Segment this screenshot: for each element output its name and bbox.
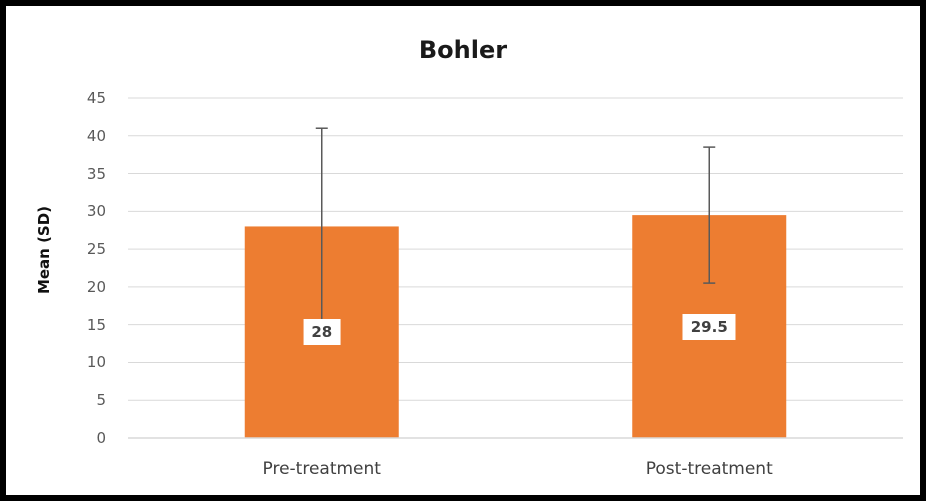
y-tick-label: 5 <box>96 391 106 410</box>
chart-title: Bohler <box>418 36 508 64</box>
y-tick-label: 15 <box>86 315 106 334</box>
y-tick-label: 10 <box>86 353 106 372</box>
y-tick-label: 40 <box>86 126 106 145</box>
y-tick-label: 35 <box>86 164 106 183</box>
y-tick-label: 0 <box>96 429 106 447</box>
y-tick-label: 30 <box>86 202 106 221</box>
y-tick-label: 25 <box>86 240 106 259</box>
data-label: 28 <box>303 319 341 346</box>
x-tick-label: Post-treatment <box>645 459 773 479</box>
x-tick-label: Pre-treatment <box>262 459 381 479</box>
error-bar <box>703 146 716 284</box>
y-tick-label: 45 <box>86 89 106 107</box>
data-label: 29.5 <box>682 313 736 340</box>
y-tick-label: 20 <box>86 277 106 296</box>
